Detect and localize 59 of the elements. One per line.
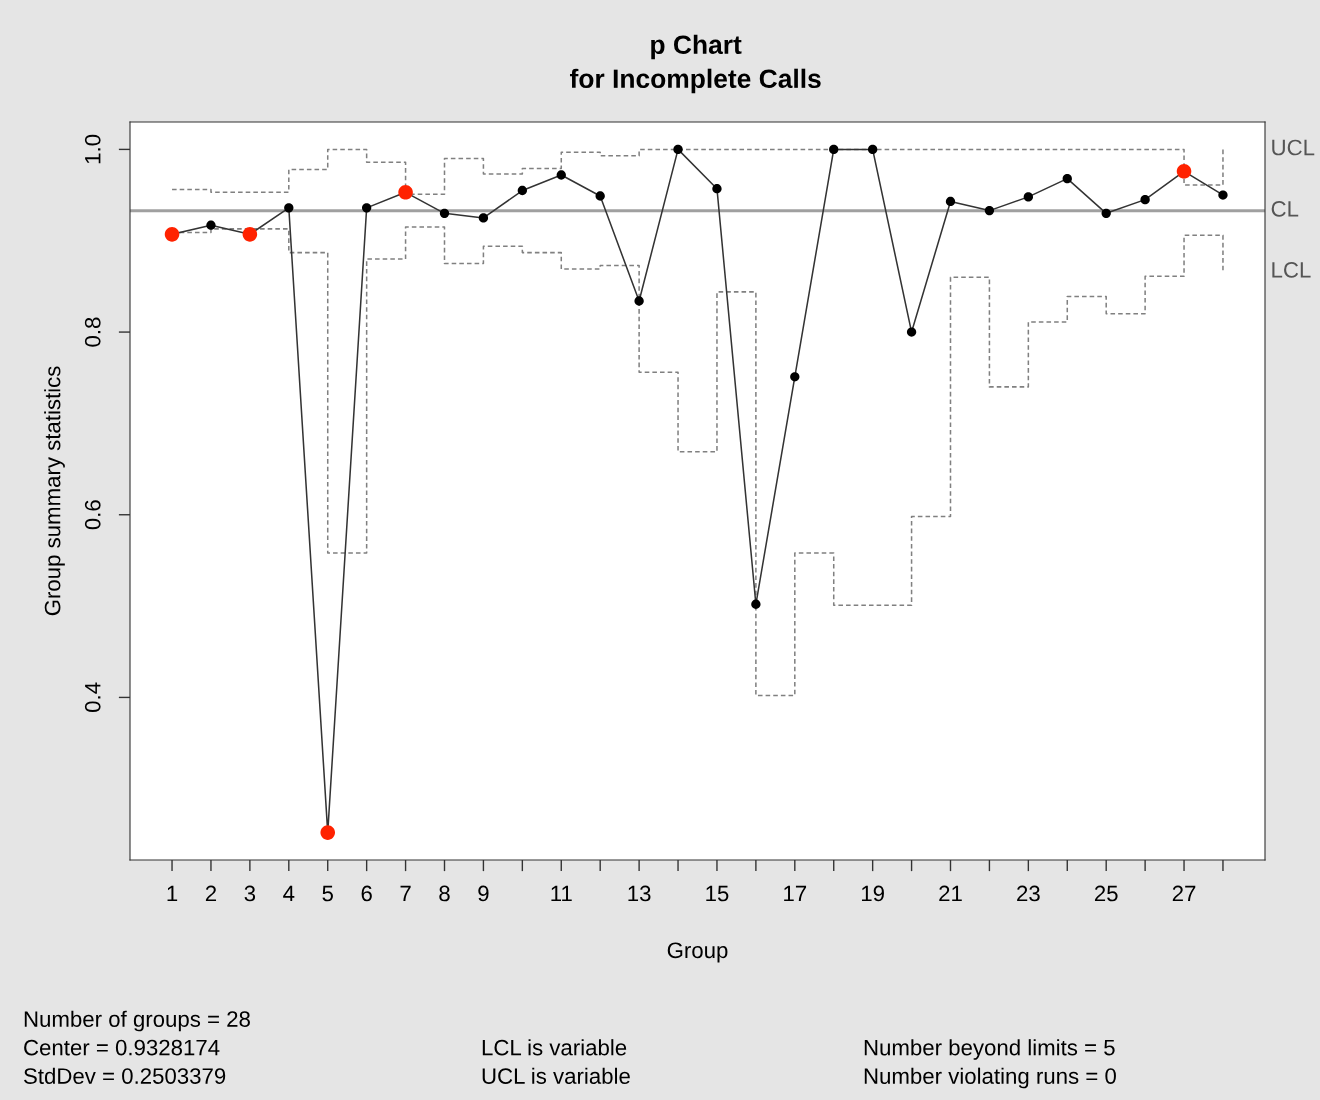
point [673, 144, 683, 155]
point [284, 203, 294, 213]
point [790, 372, 800, 382]
x-tick-label: 13 [628, 885, 651, 902]
point [634, 296, 644, 306]
text: UCL is variable [482, 1067, 630, 1084]
point [206, 220, 216, 230]
text: LCL is variable [482, 1039, 627, 1056]
point [829, 144, 839, 155]
x-tick-label: 11 [551, 885, 572, 902]
chart-title: p Chart [651, 34, 742, 60]
point [751, 599, 761, 609]
text: UCL [1272, 139, 1315, 156]
text: Number violating runs = 0 [864, 1067, 1116, 1089]
y-tick-label: 0.6 [84, 500, 101, 530]
x-tick-label: 4 [283, 885, 295, 902]
point [1023, 192, 1034, 202]
x-tick-label: 15 [706, 885, 729, 902]
point [439, 208, 450, 218]
text: StdDev = 0.2503379 [24, 1067, 226, 1084]
x-tick-label: 5 [322, 885, 333, 902]
ref-line-label: CL [1271, 200, 1299, 217]
y-tick-label: 0.4 [84, 682, 101, 712]
point [1218, 190, 1228, 200]
text: Number of groups = 28 [24, 1010, 250, 1032]
y-tick-label: 0.8 [84, 317, 101, 347]
x-tick-label: 3 [244, 885, 256, 902]
point [868, 144, 878, 155]
point [478, 213, 489, 223]
x-tick-label: 6 [361, 885, 372, 902]
text: Number beyond limits = 5 [864, 1039, 1115, 1060]
x-tick-label: 25 [1094, 885, 1118, 902]
x-tick-label: 27 [1172, 885, 1196, 902]
point [984, 205, 995, 216]
point [556, 170, 566, 180]
y-tick-label: 1.0 [84, 134, 101, 164]
x-tick-label: 7 [400, 885, 411, 902]
x-tick-label: 23 [1017, 885, 1040, 902]
point [517, 185, 527, 196]
point [712, 184, 722, 194]
text: LCL [1272, 262, 1311, 278]
chart-subtitle: for Incomplete Calls [569, 68, 821, 94]
point [945, 196, 956, 207]
x-tick-label: 19 [861, 885, 884, 902]
point [1140, 194, 1150, 205]
point [906, 327, 917, 337]
point [1101, 208, 1111, 218]
text: Center = 0.9328174 [24, 1039, 220, 1056]
point [1062, 173, 1072, 184]
x-tick-label: 9 [478, 885, 489, 902]
x-tick-label: 21 [939, 885, 962, 902]
x-tick-label: 8 [439, 885, 450, 902]
x-tick-label: 1 [167, 885, 178, 902]
point [361, 203, 372, 213]
point [595, 191, 605, 201]
x-tick-label: 2 [205, 885, 217, 902]
y-axis-title: Group summary statistics [44, 366, 65, 616]
x-axis-title: Group [667, 942, 728, 963]
x-tick-label: 17 [784, 885, 807, 902]
